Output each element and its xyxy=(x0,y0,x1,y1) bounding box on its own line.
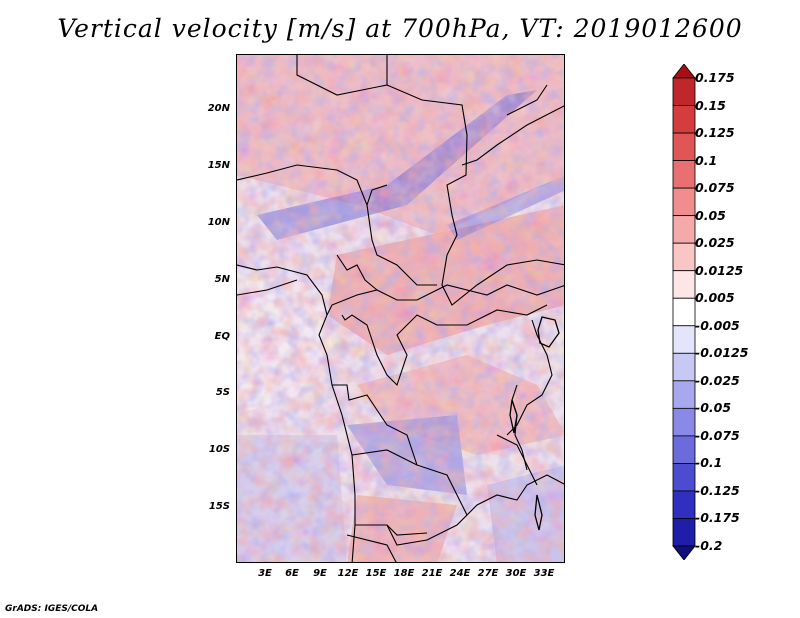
colorbar-swatch xyxy=(672,160,696,189)
lon-tick-label: 27E xyxy=(477,568,499,579)
lon-tick-label: 24E xyxy=(449,568,471,579)
lat-tick-label: 5N xyxy=(214,274,230,285)
colorbar-swatch xyxy=(672,132,696,161)
lake-outlines xyxy=(509,316,560,531)
lon-tick-label: 12E xyxy=(337,568,359,579)
lat-tick-label: 5S xyxy=(215,387,230,398)
lon-tick-label: 30E xyxy=(505,568,527,579)
colorbar-label: -0.1 xyxy=(695,455,723,471)
lat-tick-label: 15N xyxy=(207,160,230,171)
colorbar-swatch xyxy=(672,352,696,382)
colorbar-bottom-triangle xyxy=(672,545,696,561)
colorbar-label: -0.0125 xyxy=(695,345,749,361)
lat-tick-label: EQ xyxy=(214,331,230,342)
colorbar-top-triangle xyxy=(672,63,696,79)
colorbar-label: -0.05 xyxy=(695,400,732,416)
colorbar-swatch xyxy=(672,435,696,464)
colorbar-label: 0.0125 xyxy=(695,262,744,278)
lon-tick-label: 15E xyxy=(365,568,387,579)
colorbar-label: -0.175 xyxy=(695,510,740,526)
lon-tick-label: 9E xyxy=(313,568,327,579)
colorbar-swatches xyxy=(672,63,696,561)
lat-tick-label: 10N xyxy=(207,217,230,228)
colorbar-label: 0.005 xyxy=(695,290,735,306)
lon-tick-label: 21E xyxy=(421,568,443,579)
lon-tick-label: 33E xyxy=(533,568,555,579)
colorbar-label: 0.025 xyxy=(695,235,735,251)
colorbar-label: 0.075 xyxy=(695,180,735,196)
lat-tick-label: 15S xyxy=(208,501,230,512)
colorbar-label: -0.075 xyxy=(695,427,740,443)
colorbar-label: 0.175 xyxy=(695,70,735,85)
colorbar-swatch xyxy=(672,215,696,244)
colorbar-label: -0.125 xyxy=(695,482,740,498)
colorbar xyxy=(671,63,697,564)
colorbar-swatch xyxy=(672,242,696,272)
colorbar-label: -0.025 xyxy=(695,372,740,388)
lon-tick-label: 18E xyxy=(393,568,415,579)
colorbar-label: -0.2 xyxy=(695,538,723,553)
grads-credit: GrADS: IGES/COLA xyxy=(5,604,99,614)
colorbar-label: 0.1 xyxy=(695,152,718,168)
colorbar-swatch xyxy=(672,270,696,299)
velocity-field xyxy=(237,55,564,562)
colorbar-swatch xyxy=(672,518,696,547)
colorbar-swatch xyxy=(672,77,696,106)
lon-tick-label: 3E xyxy=(258,568,272,579)
colorbar-label: 0.125 xyxy=(695,125,735,141)
colorbar-swatch xyxy=(672,187,696,217)
colorbar-swatch xyxy=(672,380,696,409)
lat-tick-label: 20N xyxy=(207,103,230,114)
colorbar-label: 0.15 xyxy=(695,97,726,113)
colorbar-swatch xyxy=(672,407,696,437)
colorbar-swatch xyxy=(672,490,696,519)
colorbar-swatch xyxy=(672,297,696,327)
chart-title: Vertical velocity [m/s] at 700hPa, VT: 2… xyxy=(57,14,743,43)
colorbar-swatch xyxy=(672,105,696,134)
vertical-velocity-map xyxy=(236,54,565,563)
colorbar-swatch xyxy=(672,463,696,492)
colorbar-label: -0.005 xyxy=(695,317,740,333)
colorbar-label: 0.05 xyxy=(695,207,726,223)
colorbar-swatch xyxy=(672,325,696,354)
country-borders xyxy=(237,55,564,562)
lon-tick-label: 6E xyxy=(285,568,299,579)
lat-tick-label: 10S xyxy=(208,444,230,455)
